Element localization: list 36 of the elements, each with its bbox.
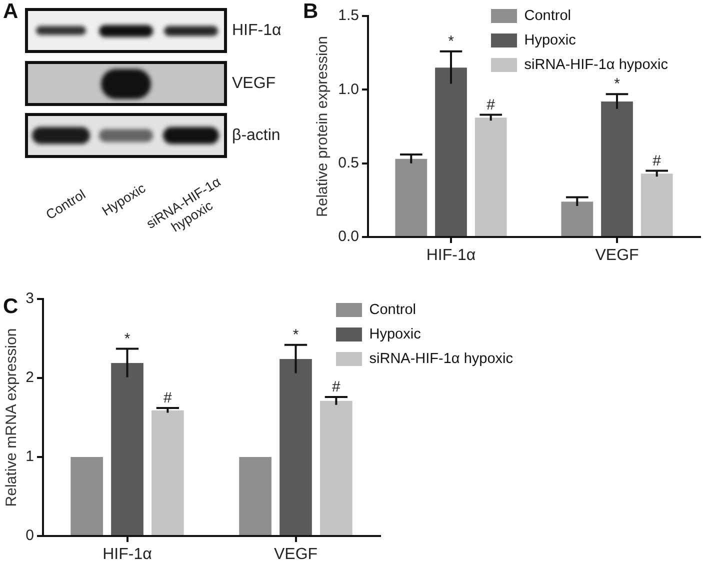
data-label: #: [332, 378, 342, 396]
y-tick-label: 0.0: [338, 228, 359, 246]
y-axis-title: Relative protein expression: [314, 36, 332, 217]
y-tick-label: 1.5: [338, 7, 359, 24]
y-tick-label: 0.5: [338, 154, 359, 172]
legend-label: siRNA-HIF-1α hypoxic: [524, 57, 668, 73]
legend-label: Hypoxic: [369, 326, 421, 342]
bar: [601, 101, 633, 236]
data-label: #: [164, 390, 173, 407]
bar: [561, 202, 594, 236]
y-axis-title: Relative mRNA expression: [3, 328, 20, 507]
chart-title: B: [303, 0, 318, 23]
category-label: β-actin: [232, 126, 280, 144]
data-label: #: [652, 152, 662, 170]
category-label: VEGF: [232, 74, 276, 92]
chart-title: C: [3, 295, 18, 318]
bar: [395, 158, 428, 236]
text: A: [3, 0, 18, 23]
y-tick-label: 2: [26, 369, 34, 386]
data-label: *: [614, 76, 620, 93]
data-label: *: [448, 33, 454, 50]
y-tick-label: 1.0: [338, 80, 359, 98]
y-tick-label: 0: [26, 527, 34, 544]
data-label: *: [124, 330, 130, 348]
bar: [435, 68, 467, 236]
legend-label: siRNA-HIF-1α hypoxic: [369, 351, 514, 367]
category-label: HIF-1α: [232, 22, 282, 38]
data-label: #: [486, 96, 496, 114]
y-tick-label: 3: [26, 290, 34, 308]
legend-label: Control: [369, 302, 416, 318]
y-tick-label: 1: [26, 448, 34, 466]
legend-label: Control: [524, 8, 572, 24]
bar: [640, 174, 673, 236]
data-label: *: [292, 326, 299, 344]
legend-label: Hypoxic: [524, 32, 576, 48]
bar: [474, 118, 507, 236]
